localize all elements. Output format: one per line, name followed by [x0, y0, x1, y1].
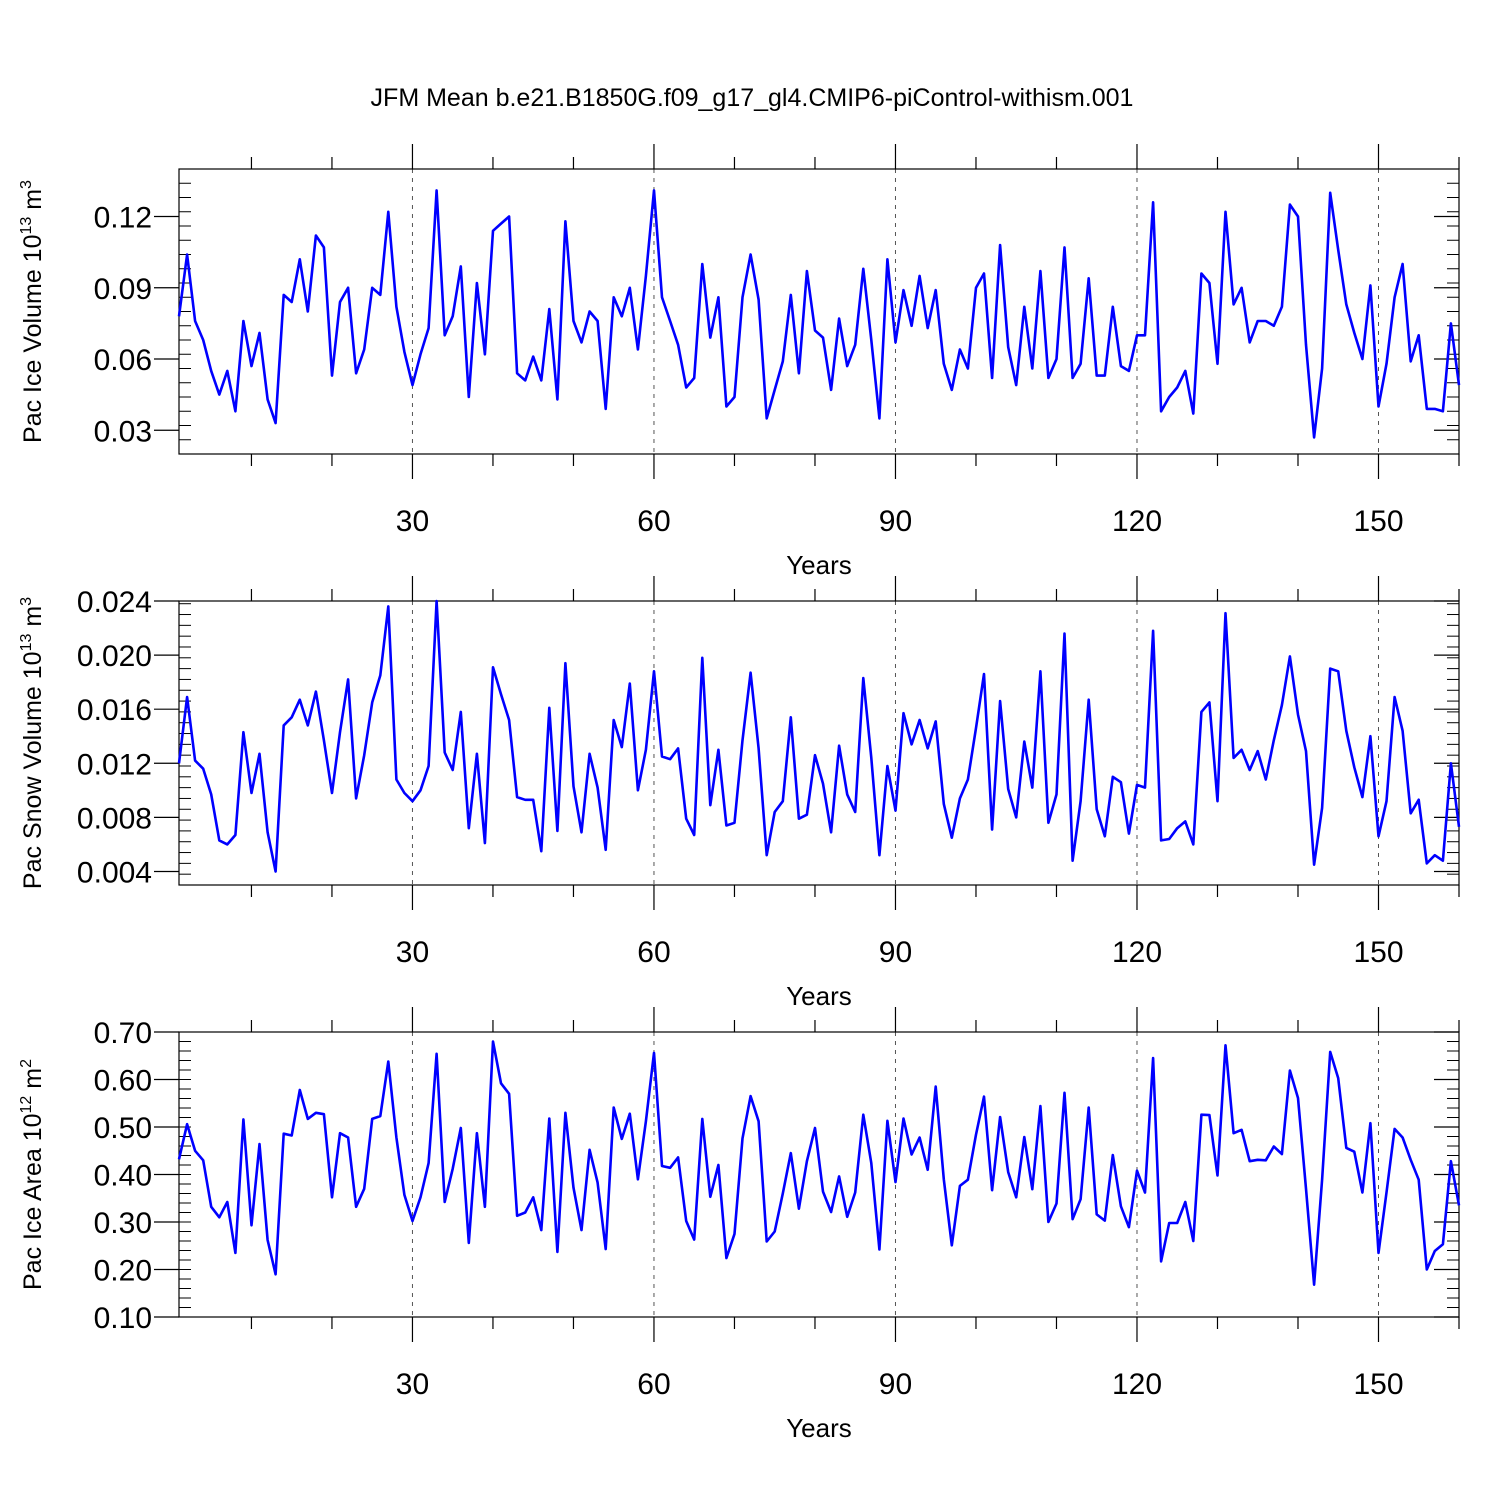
series-line	[177, 189, 1461, 439]
y-axis-label: Pac Ice Area 1012 m2	[18, 1059, 47, 1290]
chart-title: JFM Mean b.e21.B1850G.f09_g17_gl4.CMIP6-…	[371, 84, 1134, 112]
x-tick-label: 60	[637, 1368, 670, 1401]
x-axis-label: Years	[786, 981, 852, 1011]
x-tick-label: 90	[879, 936, 912, 969]
y-tick-label: 0.10	[94, 1302, 152, 1335]
x-tick-label: 90	[879, 505, 912, 538]
plot-frame	[178, 1031, 1460, 1318]
x-tick-label: 60	[637, 936, 670, 969]
x-tick-label: 120	[1112, 936, 1162, 969]
x-tick-label: 30	[396, 505, 429, 538]
x-tick-label: 90	[879, 1368, 912, 1401]
y-tick-label: 0.12	[94, 202, 152, 235]
x-tick-label: 30	[396, 1368, 429, 1401]
x-axis-label: Years	[786, 550, 852, 580]
y-tick-label: 0.020	[77, 640, 152, 673]
plot-frame	[178, 600, 1460, 886]
y-tick-label: 0.004	[77, 856, 152, 889]
y-tick-label: 0.20	[94, 1255, 152, 1288]
panels: 0.03 0.06 0.09 0.12 30 60 90 120 150 Years Pac Ice…	[18, 144, 1461, 1443]
x-tick-label: 30	[396, 936, 429, 969]
x-tick-label: 150	[1353, 936, 1403, 969]
y-axis-label: Pac Ice Volume 1013 m3	[18, 180, 47, 443]
x-tick-label: 60	[637, 505, 670, 538]
y-tick-label: 0.70	[94, 1017, 152, 1050]
panel-1: 0.03 0.06 0.09 0.12 30 60 90 120 150 Years Pac Ice…	[18, 144, 1461, 580]
series-line	[177, 599, 1461, 873]
x-tick-label: 150	[1353, 505, 1403, 538]
y-tick-label: 0.09	[94, 273, 152, 306]
y-tick-label: 0.024	[77, 586, 152, 619]
plot-frame	[178, 168, 1460, 455]
y-tick-label: 0.50	[94, 1112, 152, 1145]
y-tick-label: 0.03	[94, 415, 152, 448]
series-line	[177, 1040, 1461, 1286]
x-axis-label: Years	[786, 1413, 852, 1443]
y-tick-label: 0.06	[94, 344, 152, 377]
y-axis-label: Pac Snow Volume 1013 m3	[18, 597, 47, 889]
x-tick-label: 120	[1112, 1368, 1162, 1401]
x-tick-label: 150	[1353, 1368, 1403, 1401]
y-tick-label: 0.60	[94, 1065, 152, 1098]
x-tick-label: 120	[1112, 505, 1162, 538]
y-tick-label: 0.016	[77, 694, 152, 727]
panel-3: 0.10 0.20 0.30 0.40 0.50 0.60 0.70 30 60 90 120 150…	[18, 1007, 1461, 1443]
panel-2: 0.004 0.008 0.012 0.016 0.020 0.024 30 60 90 120 1…	[18, 576, 1461, 1011]
y-tick-label: 0.30	[94, 1207, 152, 1240]
y-tick-label: 0.012	[77, 748, 152, 781]
y-tick-label: 0.008	[77, 802, 152, 835]
y-tick-label: 0.40	[94, 1160, 152, 1193]
